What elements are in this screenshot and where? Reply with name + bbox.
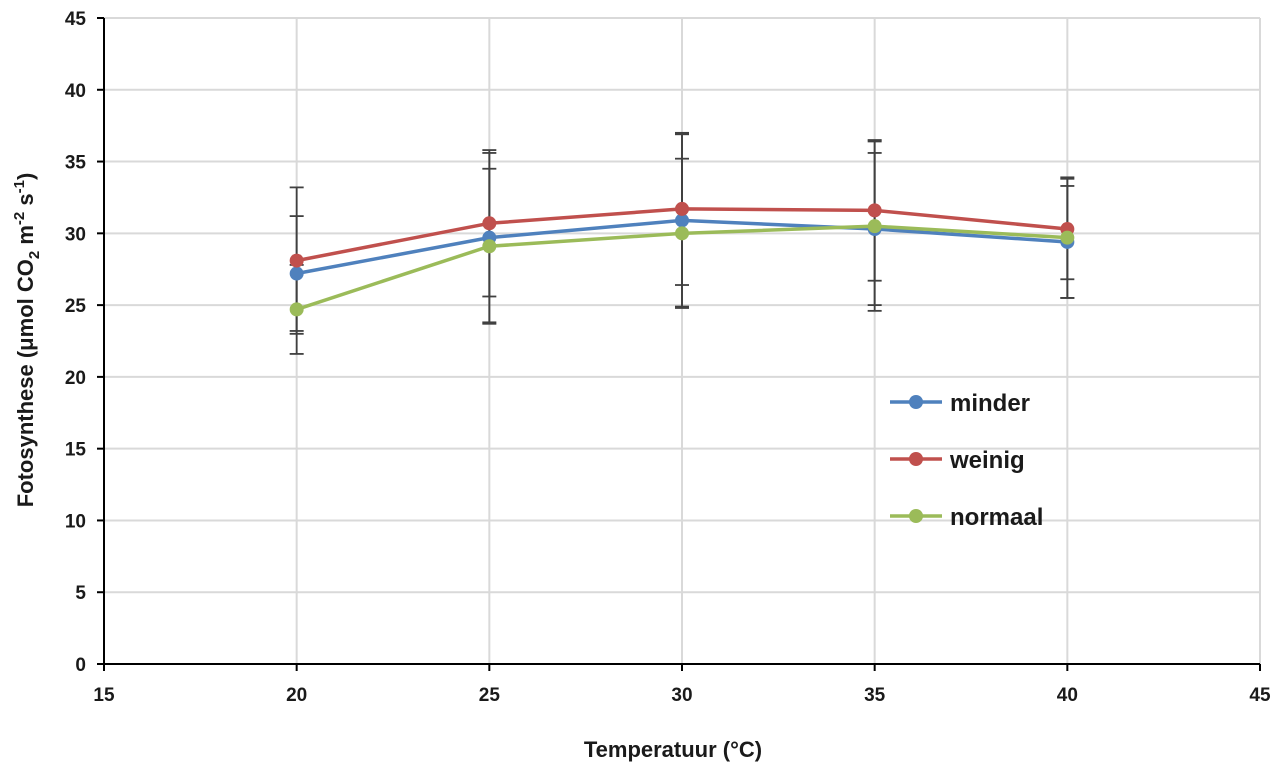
data-point-minder xyxy=(289,266,304,281)
y-axis-title-sup1: -2 xyxy=(11,212,28,225)
grid-lines xyxy=(104,17,1261,664)
x-tick-label: 15 xyxy=(93,685,115,706)
data-point-normaal xyxy=(1060,230,1075,245)
y-axis-title-prefix: Fotosynthese (μmol CO xyxy=(13,259,38,507)
legend-label-minder: minder xyxy=(950,390,1030,417)
y-axis-title: Fotosynthese (μmol CO2 m-2 s-1) xyxy=(11,173,43,508)
legend-label-weinig: weinig xyxy=(949,447,1025,474)
y-axis-title-mid2: s xyxy=(13,193,38,211)
y-axis-title-sup2: -1 xyxy=(11,180,28,193)
axes xyxy=(97,17,1261,671)
x-tick-label: 30 xyxy=(671,685,692,706)
y-tick-label: 15 xyxy=(65,440,87,461)
y-tick-label: 10 xyxy=(65,511,86,532)
y-tick-label: 35 xyxy=(65,153,87,174)
x-tick-label: 45 xyxy=(1249,685,1271,706)
x-tick-label: 35 xyxy=(864,685,886,706)
y-tick-label: 30 xyxy=(65,224,86,245)
data-point-weinig xyxy=(675,201,689,216)
data-point-weinig xyxy=(289,253,304,268)
data-point-normaal xyxy=(675,226,689,241)
y-tick-label: 45 xyxy=(65,9,87,30)
y-axis-title-mid1: m xyxy=(13,225,38,251)
data-point-weinig xyxy=(482,216,497,231)
data-point-normaal xyxy=(482,239,497,254)
x-tick-label: 40 xyxy=(1057,685,1078,706)
data-point-normaal xyxy=(289,302,304,317)
y-tick-labels: 0 5 10 15 20 25 30 35 40 45 xyxy=(65,9,87,676)
legend-marker-weinig xyxy=(909,452,923,466)
data-point-weinig xyxy=(867,203,882,218)
x-tick-label: 25 xyxy=(479,685,501,706)
y-tick-label: 40 xyxy=(65,81,86,102)
y-tick-label: 5 xyxy=(75,583,86,604)
data-point-minder xyxy=(675,213,689,228)
y-axis-title-suffix: ) xyxy=(13,173,38,180)
y-tick-label: 20 xyxy=(65,368,86,389)
y-tick-label: 0 xyxy=(75,655,86,676)
legend: minder weinig normaal xyxy=(890,390,1043,531)
legend-label-normaal: normaal xyxy=(950,504,1043,531)
y-axis-title-sub: 2 xyxy=(26,251,43,259)
x-axis-title: Temperatuur (°C) xyxy=(584,737,762,762)
legend-marker-minder xyxy=(909,395,923,409)
data-point-normaal xyxy=(867,219,882,234)
legend-marker-normaal xyxy=(909,509,923,523)
x-tick-label: 20 xyxy=(286,685,307,706)
y-tick-label: 25 xyxy=(65,296,87,317)
series-lines xyxy=(289,201,1075,317)
x-tick-labels: 15 20 25 30 35 40 45 xyxy=(93,685,1271,706)
